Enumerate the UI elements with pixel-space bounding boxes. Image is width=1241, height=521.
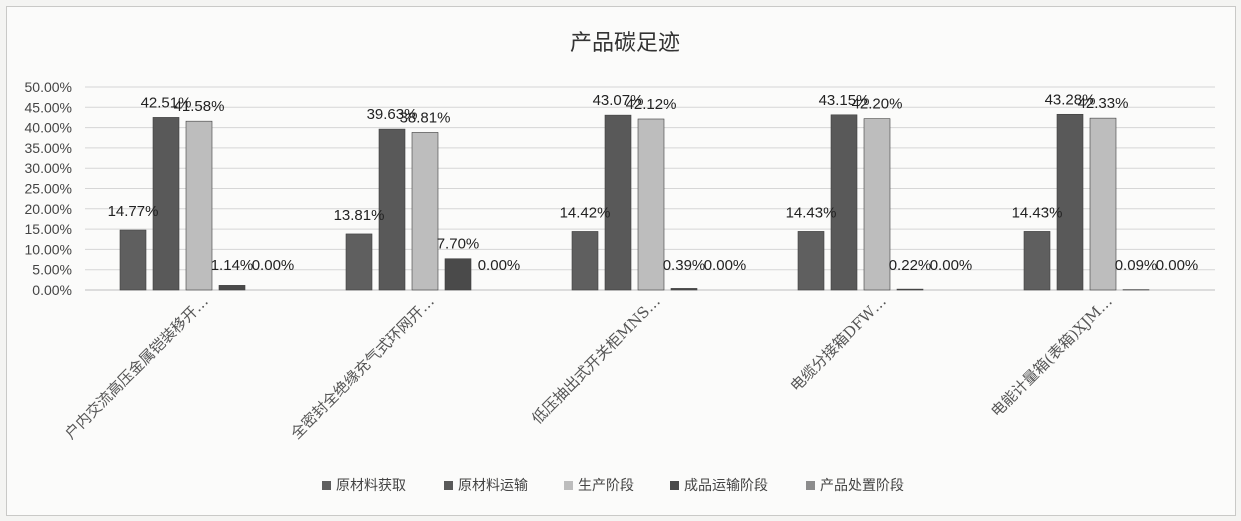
chart-title: 产品碳足迹 xyxy=(570,31,680,56)
bar xyxy=(119,229,147,291)
legend-swatch xyxy=(444,481,453,490)
category-labels: 户内交流高压金属铠装移开… 全密封全绝缘充气式环网开… 低压抽出式开关柜MNS… 电缆… xyxy=(61,292,1116,443)
bar xyxy=(896,288,924,291)
legend-swatch xyxy=(806,481,815,490)
data-label: 14.43% xyxy=(1012,204,1063,221)
bar xyxy=(185,120,213,291)
legend-label: 产品处置阶段 xyxy=(820,478,904,494)
data-label: 14.77% xyxy=(108,203,159,220)
data-label: 14.43% xyxy=(786,204,837,221)
data-label: 0.22% xyxy=(889,257,932,274)
category-label: 电缆分接箱DFW… xyxy=(787,292,890,395)
data-label: 43.07% xyxy=(593,92,644,109)
bar xyxy=(863,118,891,291)
data-label: 0.00% xyxy=(704,257,747,274)
y-tick-label: 40.00% xyxy=(25,120,72,136)
category-label: 户内交流高压金属铠装移开… xyxy=(61,292,212,443)
data-label: 41.58% xyxy=(174,98,225,115)
data-label: 13.81% xyxy=(334,207,385,224)
y-tick-label: 25.00% xyxy=(25,181,72,197)
data-label: 0.00% xyxy=(1156,257,1199,274)
y-tick-label: 15.00% xyxy=(25,221,72,237)
bar xyxy=(218,285,246,291)
bar xyxy=(1023,231,1051,291)
data-label: 42.12% xyxy=(626,96,677,113)
y-tick-label: 35.00% xyxy=(25,140,72,156)
data-labels: 14.77%42.51%41.58%1.14%0.00%13.81%39.63%… xyxy=(108,91,1199,274)
data-label: 38.81% xyxy=(400,109,451,126)
bar xyxy=(411,132,439,291)
legend-swatch xyxy=(670,481,679,490)
y-tick-label: 10.00% xyxy=(25,241,72,257)
bar xyxy=(1056,113,1084,291)
bar xyxy=(152,117,180,291)
y-tick-label: 20.00% xyxy=(25,201,72,217)
y-axis-ticks: 0.00% 5.00% 10.00% 15.00% 20.00% 25.00% 30.00%… xyxy=(25,79,72,298)
data-label: 42.33% xyxy=(1078,95,1129,112)
legend-label: 成品运输阶段 xyxy=(684,478,768,494)
data-label: 39.63% xyxy=(367,106,418,123)
data-label: 14.42% xyxy=(560,204,611,221)
legend-swatch xyxy=(564,481,573,490)
category-label: 全密封全绝缘充气式环网开… xyxy=(287,292,438,443)
data-label: 0.09% xyxy=(1115,257,1158,274)
legend-swatch xyxy=(322,481,331,490)
legend-label: 原材料获取 xyxy=(336,478,406,494)
data-label: 43.28% xyxy=(1045,91,1096,108)
bar xyxy=(444,258,472,291)
y-tick-label: 50.00% xyxy=(25,79,72,95)
data-label: 43.15% xyxy=(819,92,870,109)
bar xyxy=(797,231,825,291)
bar xyxy=(830,114,858,291)
y-tick-label: 45.00% xyxy=(25,99,72,115)
y-tick-label: 5.00% xyxy=(32,262,72,278)
bar xyxy=(604,114,632,291)
data-label: 42.51% xyxy=(141,94,192,111)
bars xyxy=(119,113,1150,291)
data-label: 0.00% xyxy=(478,257,521,274)
bar xyxy=(378,128,406,291)
bar xyxy=(637,118,665,291)
data-label: 42.20% xyxy=(852,96,903,113)
legend-label: 原材料运输 xyxy=(458,478,528,494)
bar xyxy=(1089,117,1117,291)
legend-label: 生产阶段 xyxy=(578,478,634,494)
data-label: 1.14% xyxy=(211,257,254,274)
y-tick-label: 30.00% xyxy=(25,160,72,176)
y-tick-label: 0.00% xyxy=(32,282,72,298)
bar xyxy=(571,231,599,291)
bar xyxy=(670,288,698,291)
data-label: 7.70% xyxy=(437,236,480,253)
bar xyxy=(345,233,373,291)
legend: 原材料获取 原材料运输 生产阶段 成品运输阶段 产品处置阶段 xyxy=(322,478,904,494)
category-label: 电能计量箱(表箱)XJM… xyxy=(987,292,1116,421)
data-label: 0.00% xyxy=(930,257,973,274)
data-label: 0.39% xyxy=(663,257,706,274)
category-label: 低压抽出式开关柜MNS… xyxy=(528,292,664,428)
data-label: 0.00% xyxy=(252,257,295,274)
